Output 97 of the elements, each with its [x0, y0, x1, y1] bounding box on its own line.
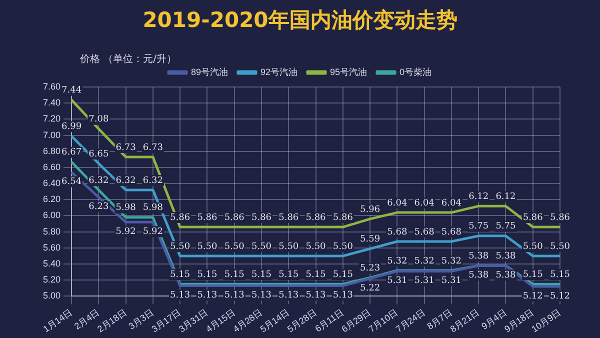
data-label: 5.15: [278, 270, 299, 280]
data-label: 5.50: [170, 242, 190, 252]
data-label: 6.04: [387, 198, 408, 208]
data-label: 6.04: [414, 198, 435, 208]
data-label: 6.04: [441, 198, 462, 208]
y-axis-title: 价格 （单位：元/升）: [80, 52, 177, 66]
data-label: 6.73: [116, 142, 136, 153]
y-tick-label: 7.20: [42, 114, 61, 124]
data-label: 5.50: [550, 242, 570, 252]
data-label: 5.38: [468, 251, 489, 262]
y-tick-label: 7.60: [42, 81, 61, 92]
data-label: 6.23: [88, 202, 109, 212]
data-label: 5.13: [332, 290, 354, 301]
data-label: 5.12: [522, 291, 543, 302]
data-label: 5.86: [170, 212, 190, 223]
data-label: 7.08: [88, 114, 109, 125]
data-label: 5.50: [522, 242, 544, 252]
data-label: 7.44: [61, 86, 82, 96]
data-label: 5.86: [197, 212, 218, 223]
data-label: 5.13: [306, 290, 326, 301]
data-label: 5.86: [332, 212, 354, 223]
data-label: 5.68: [441, 227, 462, 238]
data-label: 5.86: [224, 212, 245, 223]
data-label: 5.22: [360, 283, 380, 294]
data-label: 5.15: [224, 270, 245, 280]
data-label: 5.75: [468, 222, 489, 232]
data-label: 5.50: [306, 242, 326, 252]
data-label: 5.38: [468, 270, 489, 280]
y-tick-label: 6.00: [42, 210, 61, 220]
data-label: 6.12: [468, 192, 489, 202]
y-tick-label: 7.40: [42, 98, 61, 108]
data-label: 5.86: [278, 212, 299, 223]
data-label: 6.12: [496, 192, 516, 202]
data-label: 5.32: [387, 256, 408, 266]
data-label: 5.86: [306, 212, 326, 223]
data-label: 5.50: [197, 242, 218, 252]
legend-label: 0号柴油: [400, 66, 432, 77]
y-tick-label: 5.00: [42, 290, 61, 301]
data-label: 5.86: [522, 212, 544, 223]
data-label: 5.13: [197, 290, 218, 301]
y-tick-label: 5.60: [42, 242, 61, 252]
y-tick-label: 6.20: [42, 194, 61, 204]
data-label: 5.13: [278, 290, 299, 301]
data-label: 5.31: [387, 276, 408, 286]
data-label: 6.67: [61, 148, 82, 158]
data-label: 5.59: [360, 234, 380, 245]
y-tick-label: 6.60: [42, 162, 61, 172]
data-label: 5.38: [496, 270, 516, 280]
x-tick-label: 1月14日: [41, 307, 74, 334]
data-label: 6.32: [142, 176, 163, 186]
data-label: 5.68: [387, 227, 408, 238]
data-label: 5.98: [142, 203, 164, 214]
data-label: 5.50: [251, 242, 272, 252]
legend-label: 89号汽油: [190, 66, 228, 77]
data-label: 5.86: [251, 212, 272, 223]
data-label: 5.13: [170, 290, 190, 301]
y-tick-label: 7.00: [42, 130, 61, 140]
data-label: 5.92: [116, 227, 136, 238]
data-label: 5.15: [522, 270, 544, 280]
data-label: 5.13: [224, 290, 245, 301]
y-tick-label: 6.40: [42, 178, 61, 188]
data-label: 5.23: [360, 264, 380, 274]
data-label: 5.15: [550, 270, 570, 280]
data-label: 5.15: [306, 270, 326, 280]
data-label: 5.15: [170, 270, 190, 280]
data-label: 5.15: [332, 270, 354, 280]
data-label: 5.75: [496, 222, 516, 232]
data-label: 5.50: [224, 242, 245, 252]
data-label: 6.65: [88, 149, 109, 160]
data-label: 5.68: [414, 227, 435, 238]
data-label: 5.32: [441, 256, 462, 266]
data-label: 6.32: [116, 176, 136, 186]
data-label: 6.73: [142, 142, 164, 153]
data-label: 5.98: [116, 203, 136, 214]
data-label: 5.50: [278, 242, 299, 252]
data-label: 5.31: [441, 276, 462, 286]
y-tick-label: 6.80: [42, 146, 61, 156]
data-label: 5.92: [142, 227, 163, 238]
legend-label: 95号汽油: [330, 66, 368, 77]
chart-title: 2019-2020年国内油价变动走势: [142, 7, 458, 34]
data-label: 5.38: [496, 251, 516, 262]
legend-label: 92号汽油: [260, 66, 298, 77]
data-label: 6.99: [61, 122, 82, 132]
data-label: 5.96: [360, 204, 380, 215]
y-tick-label: 5.80: [42, 226, 61, 236]
y-tick-label: 5.20: [42, 274, 61, 285]
data-label: 6.54: [61, 177, 82, 188]
data-label: 6.32: [88, 176, 109, 186]
data-label: 5.31: [414, 276, 434, 286]
data-label: 5.15: [197, 270, 218, 280]
data-label: 5.15: [251, 270, 272, 280]
data-label: 5.50: [332, 242, 354, 252]
data-label: 5.86: [550, 212, 570, 223]
data-label: 5.13: [251, 290, 272, 301]
data-label: 5.32: [414, 256, 434, 266]
data-label: 5.12: [550, 291, 570, 302]
y-tick-label: 5.40: [42, 258, 61, 269]
